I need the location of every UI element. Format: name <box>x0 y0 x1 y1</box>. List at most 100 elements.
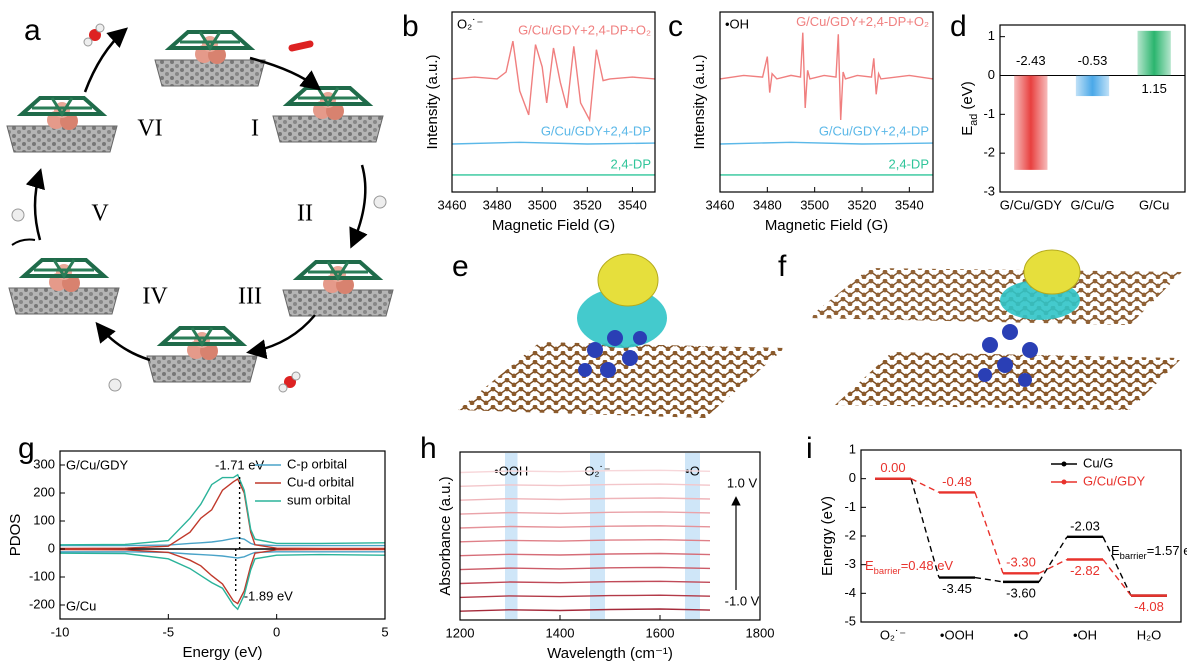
series-label: 2,4-DP <box>611 156 651 171</box>
x-tick-label: 5 <box>381 624 388 639</box>
cu-cluster <box>578 330 647 378</box>
structure <box>7 258 121 316</box>
panel-label: b <box>402 10 419 43</box>
h-atom <box>11 208 25 222</box>
series-line <box>459 469 711 474</box>
step-label: I <box>251 116 259 142</box>
gdy-sheet <box>808 268 1182 325</box>
annotation: -1.0 V <box>725 593 760 608</box>
x-tick-label: O₂˙⁻ <box>880 627 906 642</box>
x-tick-label: 0 <box>273 624 280 639</box>
series-line <box>459 538 711 543</box>
x-tick-label: -5 <box>163 624 175 639</box>
series-line <box>459 566 711 571</box>
connector <box>1102 559 1132 597</box>
step-label: III <box>238 284 262 310</box>
y-tick-label: 0 <box>849 470 856 485</box>
plot-frame <box>459 451 761 621</box>
cycle-arrow <box>246 314 316 360</box>
x-tick-label: 1400 <box>546 625 575 640</box>
y-axis-label: Ead (eV) <box>959 81 980 136</box>
x-tick-label: G/Cu/G <box>1070 197 1114 212</box>
series-line <box>59 548 385 605</box>
o2-molecule <box>288 40 314 52</box>
legend-marker <box>1061 479 1067 485</box>
series-line <box>459 497 711 501</box>
y-tick-label: 300 <box>33 456 55 471</box>
barrier-label: Ebarrier=0.48 eV <box>865 558 953 576</box>
y-tick-label: 200 <box>33 484 55 499</box>
y-axis-label: Absorbance (a.u.) <box>437 476 454 595</box>
cycle-arrow <box>249 56 322 91</box>
x-tick-label: 3520 <box>848 197 877 212</box>
value-label: -3.45 <box>942 581 972 596</box>
step-label: II <box>297 201 313 227</box>
chart-title: •OH <box>725 16 749 31</box>
bar <box>1075 75 1110 97</box>
x-tick-label: 3540 <box>895 197 924 212</box>
value-label: 1.15 <box>1142 81 1167 96</box>
structure <box>5 96 119 154</box>
structure <box>153 30 267 88</box>
x-tick-label: 3520 <box>573 197 602 212</box>
value-label: -0.53 <box>1078 53 1108 68</box>
barrier-label-part: E <box>865 558 874 573</box>
y-axis-label: Intensity (a.u.) <box>424 54 441 149</box>
structure <box>271 86 385 144</box>
x-axis-label: Wavelength (cm⁻¹) <box>547 645 673 662</box>
value-label: -0.48 <box>942 474 972 489</box>
legend-label: Cu-d orbital <box>287 474 354 489</box>
series-line <box>59 552 386 611</box>
cu-atom <box>578 363 592 377</box>
y-tick-label: -2 <box>844 527 856 542</box>
x-tick-label: H₂O <box>1137 627 1162 642</box>
panel-label: h <box>420 432 437 465</box>
water-h <box>278 383 288 393</box>
bar <box>1137 30 1171 76</box>
x-tick-label: •OH <box>1073 627 1097 642</box>
y-axis-label-part: (eV) <box>959 81 976 114</box>
value-label: -4.08 <box>1134 599 1164 614</box>
structure <box>145 326 259 384</box>
step-label: V <box>91 201 109 227</box>
x-tick-label: -10 <box>51 624 70 639</box>
peak-label: -1.89 eV <box>244 588 293 603</box>
series-label: G/Cu/GDY+2,4-DP <box>541 124 651 139</box>
x-tick-label: •OOH <box>940 627 974 642</box>
x-tick-label: 3500 <box>800 197 829 212</box>
water-h <box>83 37 93 47</box>
x-tick-label: 1800 <box>746 625 775 640</box>
y-tick-label: 0 <box>988 67 995 82</box>
y-tick-label: 0 <box>48 540 55 555</box>
value-label: -2.03 <box>1070 518 1100 533</box>
cycle-arrow <box>349 164 368 249</box>
y-tick-label: -1 <box>983 106 995 121</box>
x-tick-label: 1600 <box>646 625 675 640</box>
cu-cluster <box>978 324 1038 387</box>
barrier-label-part: barrier <box>874 566 901 576</box>
connector <box>910 478 940 494</box>
structure <box>281 260 395 318</box>
cu-atom <box>633 331 647 345</box>
barrier-label-part: barrier <box>1120 551 1147 561</box>
series-label: G/Cu/GDY+2,4-DP+O₂ <box>796 14 929 29</box>
peak-label: -1.71 eV <box>215 457 264 472</box>
y-tick-label: -100 <box>29 568 55 583</box>
step-label: IV <box>142 284 168 310</box>
x-tick-label: 3480 <box>753 197 782 212</box>
connector <box>1102 536 1132 596</box>
graphene-sheet <box>458 342 785 418</box>
series-line <box>719 141 934 145</box>
value-label: 0.00 <box>880 460 905 475</box>
series-label: G/Cu/GDY+2,4-DP+O₂ <box>518 23 651 38</box>
panel-label: a <box>24 14 41 47</box>
value-label: -3.30 <box>1006 555 1036 570</box>
value-label: -3.60 <box>1006 585 1036 600</box>
x-axis-label: Magnetic Field (G) <box>492 217 615 234</box>
y-axis-label-part: ad <box>968 114 980 126</box>
plot-frame <box>451 11 656 193</box>
plot-frame <box>999 24 1186 193</box>
y-tick-label: -3 <box>983 183 995 198</box>
series-line <box>60 551 385 559</box>
series-line <box>459 525 711 529</box>
